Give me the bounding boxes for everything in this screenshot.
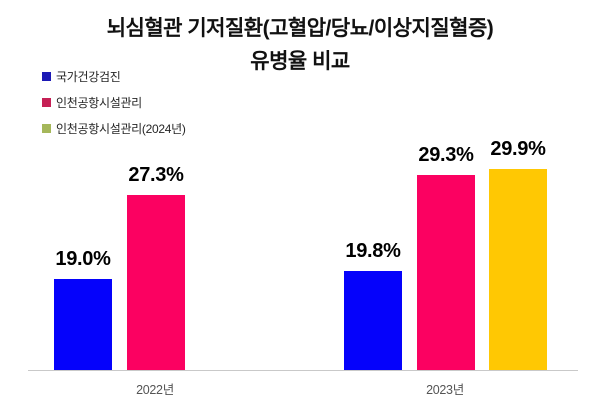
chart-title-line2: 유병율 비교 bbox=[250, 50, 350, 73]
bar-value-label: 29.9% bbox=[490, 138, 546, 160]
bar-value-label: 29.3% bbox=[418, 144, 474, 166]
bar bbox=[127, 195, 185, 370]
bar bbox=[54, 279, 112, 370]
legend-item: 인천공항시설관리 bbox=[42, 94, 186, 111]
legend-item: 인천공항시설관리(2024년) bbox=[42, 120, 186, 137]
bar-value-label: 19.8% bbox=[345, 240, 401, 262]
chart-title: 뇌심혈관 기저질환(고혈압/당뇨/이상지질혈증) 유병율 비교 bbox=[0, 12, 600, 78]
legend-swatch-icon bbox=[42, 72, 51, 81]
x-axis-category-label: 2023년 bbox=[426, 383, 464, 397]
legend-label: 국가건강검진 bbox=[56, 70, 121, 84]
bar bbox=[344, 271, 402, 370]
legend-swatch-icon bbox=[42, 124, 51, 133]
legend-item: 국가건강검진 bbox=[42, 68, 186, 85]
bar bbox=[489, 169, 547, 370]
legend-label: 인천공항시설관리 bbox=[56, 96, 142, 110]
bar bbox=[417, 175, 475, 370]
bar-value-label: 19.0% bbox=[55, 248, 111, 270]
bar-value-label: 27.3% bbox=[128, 164, 184, 186]
chart-title-line1: 뇌심혈관 기저질환(고혈압/당뇨/이상지질혈증) bbox=[106, 17, 494, 40]
legend-label: 인천공항시설관리(2024년) bbox=[56, 122, 186, 136]
legend-swatch-icon bbox=[42, 98, 51, 107]
x-axis-line bbox=[28, 370, 578, 371]
x-axis-category-label: 2022년 bbox=[136, 383, 174, 397]
